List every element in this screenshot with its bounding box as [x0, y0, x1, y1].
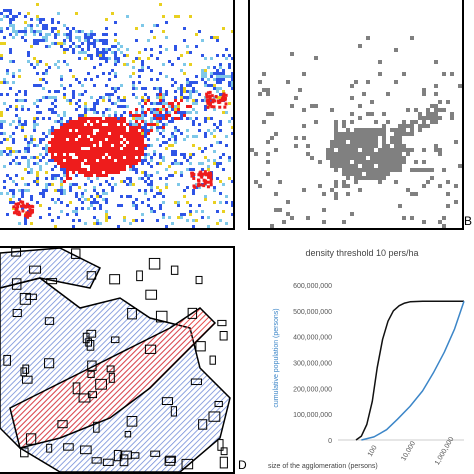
x-axis-label: size of the agglomeration (persons) [268, 463, 378, 470]
y-tick-label: 400,000,000 [293, 335, 332, 342]
threshold-cells [250, 36, 462, 228]
y-tick-label: 0 [328, 438, 332, 445]
cumulative-population-chart: density threshold 10 pers/ha cumulative … [268, 248, 465, 470]
panel-c-agglomeration-map [0, 246, 235, 474]
y-tick-label: 500,000,000 [293, 309, 332, 316]
y-tick-label: 100,000,000 [293, 412, 332, 419]
density-raster [0, 3, 233, 228]
series-line-1 [355, 300, 464, 441]
agglomeration-polygons [0, 248, 231, 472]
y-axis-label: cumulative population (persons) [273, 308, 280, 407]
raster-cells [0, 3, 233, 228]
y-tick-label: 300,000,000 [293, 361, 332, 368]
panel-b-threshold-map [248, 0, 464, 230]
x-tick-label: 1,000,000 [434, 436, 456, 467]
panel-a-density-map [0, 0, 235, 230]
x-tick-label: 100 [367, 444, 379, 458]
x-tick-label: 10,000 [400, 440, 417, 462]
panel-d-letter: D [238, 458, 247, 472]
threshold-raster [250, 36, 462, 228]
series-line-2 [361, 301, 465, 441]
agglomeration-outlines [0, 248, 231, 472]
chart-title: density threshold 10 pers/ha [305, 248, 418, 258]
y-tick-label: 600,000,000 [293, 283, 332, 290]
y-tick-label: 200,000,000 [293, 386, 332, 393]
panel-b-letter: B [464, 214, 473, 228]
